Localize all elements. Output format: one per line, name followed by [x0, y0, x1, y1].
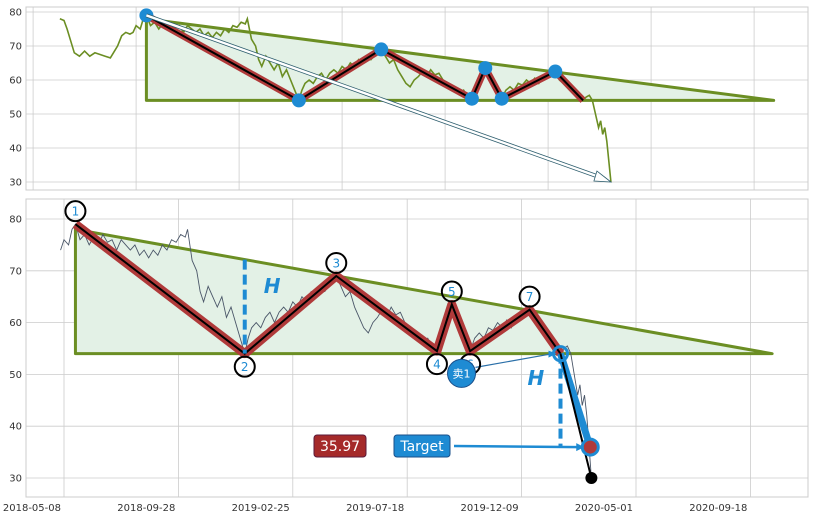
pivot-marker: 3 — [325, 251, 348, 274]
height-label-right: H — [527, 366, 544, 390]
y-tick-label: 60 — [9, 76, 22, 87]
x-tick-label: 2018-05-08 — [3, 503, 61, 514]
annotations: 35.97 Target H H 卖1 — [264, 274, 544, 458]
y-tick-label: 80 — [9, 8, 22, 19]
pivot-label: 2 — [241, 360, 249, 374]
sell-arrow-head — [548, 350, 557, 358]
y-tick-label: 70 — [9, 42, 22, 53]
x-tick-label: 2019-12-09 — [460, 503, 518, 514]
triangle-pattern — [144, 17, 776, 102]
pivot-label: 4 — [433, 358, 441, 372]
pivot-label: 7 — [526, 290, 534, 304]
y-tick-label: 50 — [9, 370, 22, 381]
target-label: Target — [399, 439, 444, 455]
pivot-circle — [64, 200, 87, 223]
pivot-circle — [325, 251, 348, 274]
pivot-label: 3 — [332, 256, 340, 270]
x-tick-label: 2018-09-28 — [117, 503, 175, 514]
target-value-label: 35.97 — [320, 439, 360, 455]
pivot-circle — [425, 353, 448, 376]
y-tick-label: 60 — [9, 318, 22, 329]
target-marker — [580, 437, 600, 457]
y-tick-label: 30 — [9, 474, 22, 485]
sell-arrow — [475, 353, 553, 368]
triangle-pattern — [73, 227, 774, 356]
projection-arrow — [145, 14, 606, 181]
x-tick-label: 2020-09-18 — [689, 503, 747, 514]
target-arrow — [453, 444, 581, 449]
y-tick-label: 40 — [9, 422, 22, 433]
pivot-marker: 5 — [440, 280, 463, 303]
pattern-line-inner — [74, 223, 562, 355]
projection-arrow-head — [593, 170, 613, 183]
x-tick-label: 2019-02-25 — [232, 503, 290, 514]
pivot-marker: 7 — [518, 285, 541, 308]
pivot-label: 5 — [448, 285, 456, 299]
pivot-dot — [494, 91, 509, 106]
x-tick-label: 2020-05-01 — [575, 503, 633, 514]
pivot-dot — [374, 42, 389, 57]
sell-marker: 卖1 — [447, 358, 477, 388]
pivot-circle — [440, 280, 463, 303]
end-marker — [585, 472, 598, 484]
pivot-marker: 4 — [425, 353, 448, 376]
y-tick-label: 50 — [9, 110, 22, 121]
y-tick-label: 40 — [9, 144, 22, 155]
target-value-box: 35.97 — [313, 434, 367, 458]
pivot-circle — [233, 355, 256, 378]
pivot-marker: 2 — [233, 355, 256, 378]
y-tick-label: 80 — [9, 215, 22, 226]
height-label-left: H — [264, 274, 281, 298]
target-box: Target — [393, 434, 451, 458]
bottom-panel: 30 40 50 60 70 80 2018-05-08 2018-09-28 2019-02-… — [3, 198, 809, 514]
top-panel: 30 40 50 60 70 80 — [9, 6, 809, 191]
pivot-label: 1 — [72, 205, 80, 219]
pivot-marker: 1 — [64, 200, 87, 223]
pivot-dot — [464, 91, 479, 106]
pivot-dot — [139, 8, 154, 23]
breakdown-line — [557, 352, 594, 449]
y-tick-label: 30 — [9, 178, 22, 189]
sell-label: 卖1 — [453, 367, 471, 380]
pivot-dot — [548, 64, 563, 79]
breakdown-line-inner — [559, 353, 593, 479]
pivot-circle — [518, 285, 541, 308]
pattern-line-inner — [145, 14, 584, 102]
x-tick-label: 2019-07-18 — [346, 503, 404, 514]
pivot-dot — [478, 61, 493, 76]
y-tick-label: 70 — [9, 266, 22, 277]
pivot-dot — [291, 93, 306, 108]
target-arrow-head — [576, 443, 585, 452]
